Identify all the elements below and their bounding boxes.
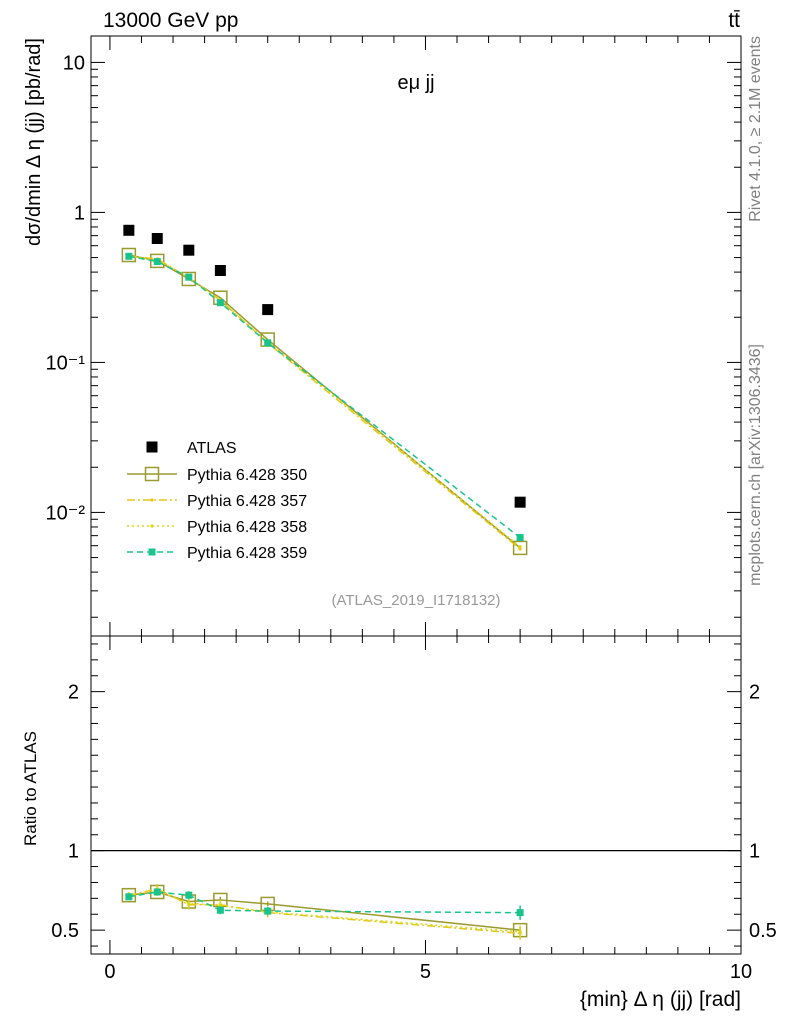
ratio-point-3-1 — [153, 888, 161, 896]
legend: ATLAS Pythia 6.428 350 Pythia 6.428 357 … — [127, 440, 307, 562]
main-point-1-5 — [512, 540, 528, 556]
main-series-layer — [121, 224, 528, 556]
main-point-0-0 — [123, 224, 135, 236]
ratio-series-line-3 — [128, 891, 521, 914]
ratio-series-layer — [121, 884, 528, 940]
ratio-point-3-2 — [185, 891, 193, 899]
ratio-axis-ticks — [91, 636, 742, 954]
legend-marker-2 — [150, 498, 154, 502]
header-process-label: tt̄ — [728, 9, 740, 32]
main-point-4-0 — [125, 252, 133, 260]
legend-marker-3 — [150, 524, 154, 528]
main-series-0 — [123, 224, 526, 508]
x-axis-label: {min} Δ η (jj) [rad] — [580, 988, 741, 1011]
ratio-series-line-1 — [128, 888, 521, 935]
main-series-4 — [125, 252, 524, 542]
main-point-3-5 — [518, 545, 522, 549]
ratio-panel-frame — [90, 635, 742, 955]
legend-label-3: Pythia 6.428 358 — [187, 519, 307, 536]
ratio-ytick-label-left-1: 1 — [68, 841, 79, 863]
ratio-ytick-label-right-2: 2 — [749, 682, 760, 704]
main-y-axis-label: dσ/dmin Δ η (jj) [pb/rad] — [23, 38, 45, 246]
ratio-point-2-2 — [187, 901, 191, 905]
ratio-y-axis-label: Ratio to ATLAS — [21, 731, 40, 846]
rivet-version-label: Rivet 4.1.0, ≥ 2.1M events — [747, 36, 764, 222]
main-point-4-2 — [185, 273, 193, 281]
ratio-point-3-5 — [516, 909, 524, 917]
ratio-point-0-0 — [121, 887, 137, 903]
main-axis-ticks — [91, 36, 742, 636]
main-point-1-0 — [121, 247, 137, 263]
main-point-4-4 — [264, 339, 272, 347]
main-point-0-5 — [514, 496, 526, 508]
mcplots-label: mcplots.cern.ch [arXiv:1306.3436] — [747, 344, 764, 586]
ratio-point-3-0 — [125, 893, 133, 901]
ratio-ytick-label-left-0: 0.5 — [51, 920, 79, 942]
main-point-4-5 — [516, 534, 524, 542]
ratio-point-2-5 — [518, 930, 522, 934]
main-point-0-4 — [262, 304, 274, 316]
legend-marker-4 — [148, 548, 156, 556]
main-point-4-3 — [216, 299, 224, 307]
ratio-ytick-label-right-1: 1 — [749, 841, 760, 863]
main-ytick-label-0: 10⁻² — [46, 502, 86, 524]
main-point-4-1 — [153, 258, 161, 266]
legend-marker-1 — [144, 466, 160, 482]
main-point-0-2 — [183, 244, 195, 256]
main-series-1 — [121, 247, 528, 556]
ratio-point-3-4 — [264, 907, 272, 915]
legend-label-0: ATLAS — [187, 440, 237, 457]
ratio-point-3-3 — [216, 906, 224, 914]
legend-label-1: Pythia 6.428 350 — [187, 467, 307, 484]
main-point-0-3 — [214, 264, 226, 276]
ratio-point-2-3 — [218, 903, 222, 908]
main-ytick-label-1: 10⁻¹ — [46, 352, 86, 374]
legend-label-4: Pythia 6.428 359 — [187, 545, 307, 562]
main-ytick-label-3: 10 — [63, 52, 85, 74]
main-series-line-4 — [128, 255, 521, 539]
xtick-label-0: 0 — [104, 961, 115, 983]
xtick-label-1: 5 — [420, 961, 431, 983]
legend-label-2: Pythia 6.428 357 — [187, 493, 307, 510]
ratio-ytick-label-right-0: 0.5 — [749, 920, 777, 942]
ratio-ytick-label-left-2: 2 — [68, 682, 79, 704]
ratio-series-3 — [125, 888, 524, 920]
header-energy-label: 13000 GeV pp — [103, 9, 238, 32]
main-panel-title: eμ jj — [397, 72, 434, 94]
main-point-1-2 — [181, 271, 197, 287]
main-point-2-5 — [518, 547, 522, 551]
main-point-0-1 — [151, 233, 163, 245]
analysis-tag: (ATLAS_2019_I1718132) — [331, 592, 500, 609]
xtick-label-2: 10 — [730, 961, 752, 983]
legend-marker-0 — [146, 441, 158, 453]
main-ytick-label-2: 1 — [74, 202, 85, 224]
